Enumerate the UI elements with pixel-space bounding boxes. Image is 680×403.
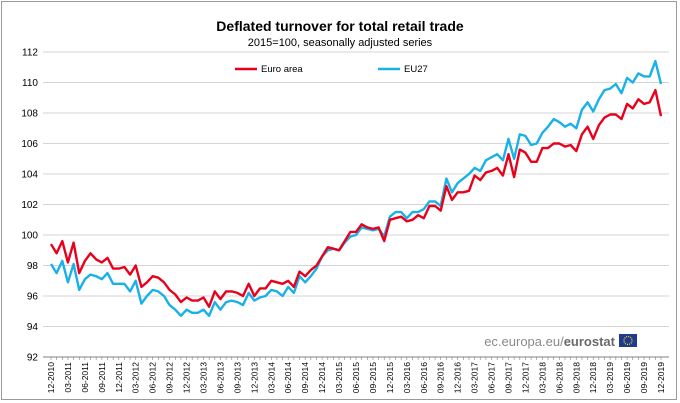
y-tick-label-100: 100 [21,231,38,242]
x-tick-label-06-2015: 06-2015 [351,362,361,393]
x-tick-label-09-2014: 09-2014 [300,362,310,393]
x-tick-label-03-2012: 03-2012 [131,362,141,393]
y-tick-label-98: 98 [27,261,39,272]
gridlines [43,51,669,358]
y-tick-label-102: 102 [21,200,38,211]
x-tick-label-03-2016: 03-2016 [402,362,412,393]
x-tick-label-09-2015: 09-2015 [368,362,378,393]
x-tick-label-12-2016: 12-2016 [453,362,463,393]
svg-text:ec.europa.eu/eurostat: ec.europa.eu/eurostat [484,334,615,349]
x-tick-label-03-2019: 03-2019 [605,362,615,393]
x-axis [43,356,669,360]
x-tick-label-03-2015: 03-2015 [334,362,344,393]
y-tick-label-96: 96 [27,292,39,303]
series-lines [49,59,663,317]
source-credit: ec.europa.eu/eurostat [484,334,637,349]
y-tick-label-110: 110 [22,78,38,89]
x-tick-label-09-2016: 09-2016 [436,362,446,393]
x-tick-label-12-2014: 12-2014 [317,362,327,393]
x-axis-ticks: 12-2010 03-2011 06-2011 09-2011 12-2011 03-20… [46,362,666,393]
x-tick-label-06-2016: 06-2016 [419,362,429,393]
x-tick-label-12-2015: 12-2015 [385,362,395,393]
x-tick-label-09-2011: 09-2011 [97,362,107,393]
x-tick-label-06-2014: 06-2014 [283,362,293,393]
y-tick-label-104: 104 [21,170,38,181]
y-tick-label-92: 92 [27,353,39,364]
x-tick-label-12-2010: 12-2010 [46,362,56,393]
x-tick-label-06-2017: 06-2017 [487,362,497,393]
x-tick-label-12-2013: 12-2013 [249,362,259,393]
y-tick-label-106: 106 [21,139,38,150]
x-tick-label-03-2017: 03-2017 [470,362,480,393]
x-tick-label-12-2018: 12-2018 [588,362,598,393]
x-tick-label-09-2013: 09-2013 [232,362,242,393]
legend-label-eu27: EU27 [404,64,428,75]
x-tick-label-03-2013: 03-2013 [199,362,209,393]
source-brand: eurostat [564,334,616,349]
x-tick-label-09-2017: 09-2017 [504,362,514,393]
chart-subtitle: 2015=100, seasonally adjusted series [248,37,433,49]
x-tick-label-09-2018: 09-2018 [571,362,581,393]
x-tick-label-06-2019: 06-2019 [622,362,632,393]
x-tick-label-12-2011: 12-2011 [114,362,124,393]
y-tick-label-108: 108 [21,109,38,120]
legend: Euro area EU27 [235,64,428,75]
x-tick-label-12-2012: 12-2012 [182,362,192,393]
source-domain: ec.europa.eu/ [484,334,564,349]
x-tick-label-06-2012: 06-2012 [148,362,158,393]
y-tick-label-94: 94 [27,322,39,333]
x-tick-label-06-2018: 06-2018 [554,362,564,393]
series-line-eu27 [49,59,663,317]
x-tick-label-03-2011: 03-2011 [63,362,73,393]
y-axis-ticks: 92 94 96 98 100 102 104 106 108 110 112 [21,48,38,364]
x-tick-label-06-2013: 06-2013 [215,362,225,393]
x-tick-label-12-2017: 12-2017 [520,362,530,393]
series-line-euro-area [49,88,663,308]
x-tick-label-03-2014: 03-2014 [266,362,276,393]
x-tick-label-12-2019: 12-2019 [656,362,666,393]
x-tick-label-09-2012: 09-2012 [165,362,175,393]
eu-flag-icon [619,334,637,347]
chart-title: Deflated turnover for total retail trade [216,18,464,34]
x-tick-label-06-2011: 06-2011 [80,362,90,393]
legend-label-euro-area: Euro area [261,64,303,75]
y-tick-label-112: 112 [22,48,38,59]
x-tick-label-09-2019: 09-2019 [639,362,649,393]
x-tick-label-03-2018: 03-2018 [537,362,547,393]
